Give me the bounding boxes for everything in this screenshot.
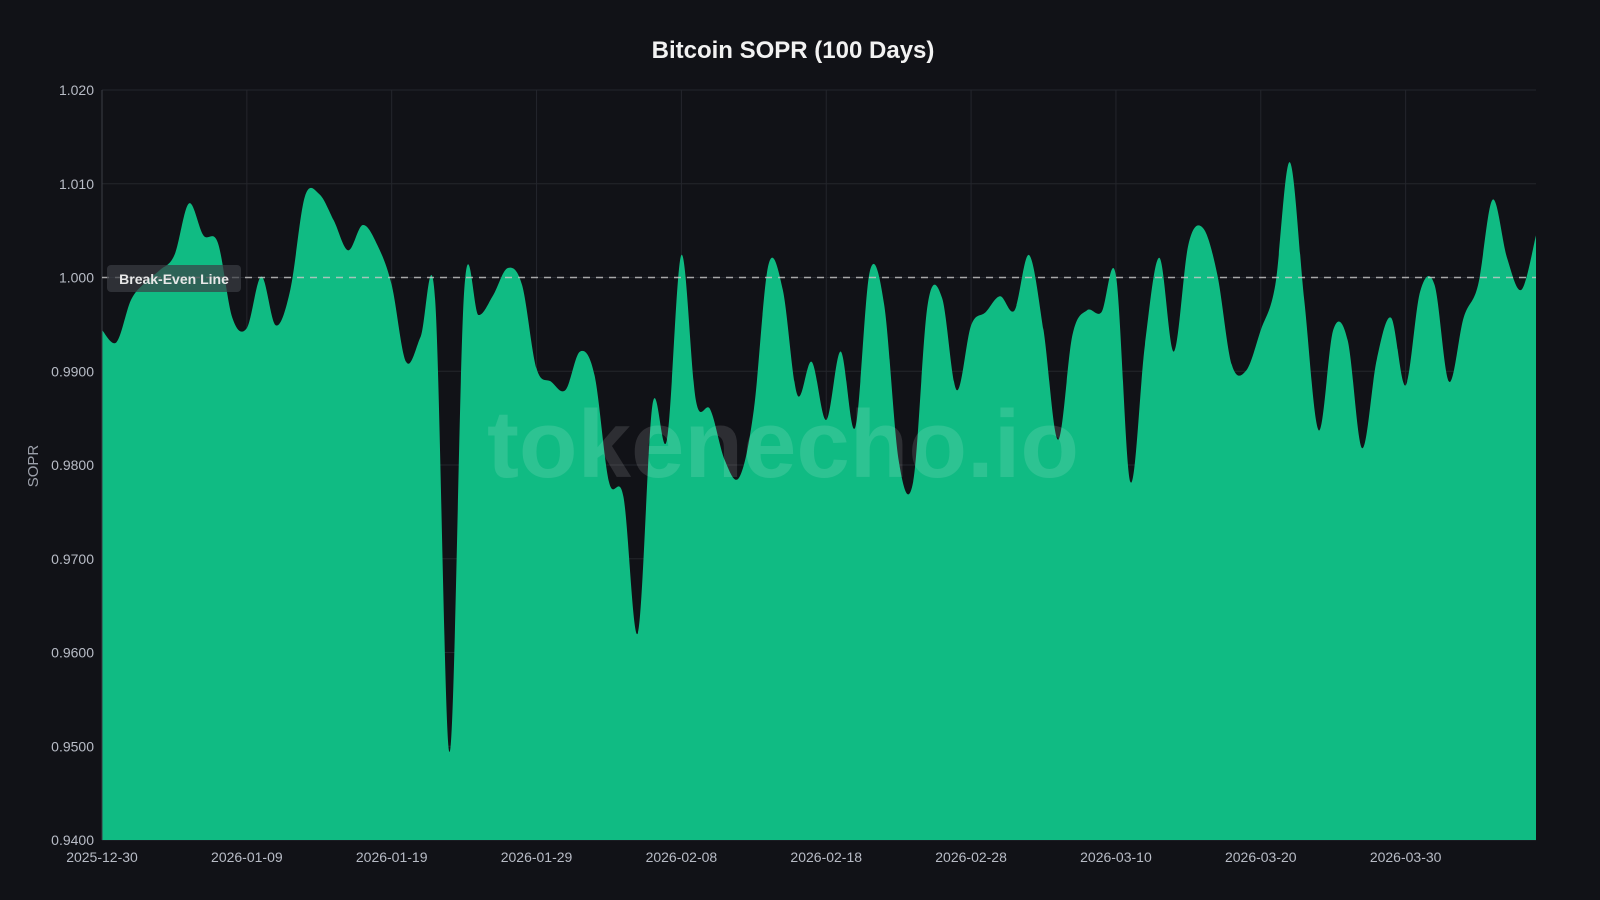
y-axis-ticks: 1.020 1.010 1.000 0.9900 0.9800 0.9700 0.9600 0… xyxy=(51,82,94,848)
x-tick-label: 2025-12-30 xyxy=(66,849,138,865)
x-tick-label: 2026-01-29 xyxy=(501,849,573,865)
sopr-area xyxy=(102,162,1536,841)
y-tick-label: 1.000 xyxy=(59,270,94,286)
break-even-label: Break-Even Line xyxy=(119,271,229,287)
y-tick-label: 0.9500 xyxy=(51,738,94,754)
x-tick-label: 2026-03-20 xyxy=(1225,849,1297,865)
x-tick-label: 2026-01-09 xyxy=(211,849,283,865)
chart-title: Bitcoin SOPR (100 Days) xyxy=(652,37,935,64)
watermark: tokenecho.io xyxy=(487,391,1079,498)
y-tick-label: 0.9800 xyxy=(51,457,94,473)
break-even-label-box xyxy=(107,265,241,292)
y-tick-label: 1.010 xyxy=(59,176,94,192)
x-tick-label: 2026-03-30 xyxy=(1370,849,1442,865)
x-tick-label: 2026-01-19 xyxy=(356,849,428,865)
y-tick-label: 0.9600 xyxy=(51,645,94,661)
y-tick-label: 1.020 xyxy=(59,82,94,98)
y-tick-label: 0.9400 xyxy=(51,832,94,848)
x-axis-ticks: 2025-12-30 2026-01-09 2026-01-19 2026-01-29… xyxy=(66,849,1441,865)
y-tick-label: 0.9900 xyxy=(51,363,94,379)
x-tick-label: 2026-02-08 xyxy=(646,849,718,865)
x-tick-label: 2026-02-18 xyxy=(790,849,862,865)
y-tick-label: 0.9700 xyxy=(51,551,94,567)
x-tick-label: 2026-02-28 xyxy=(935,849,1007,865)
y-axis-label: SOPR xyxy=(25,445,42,488)
x-tick-label: 2026-03-10 xyxy=(1080,849,1152,865)
